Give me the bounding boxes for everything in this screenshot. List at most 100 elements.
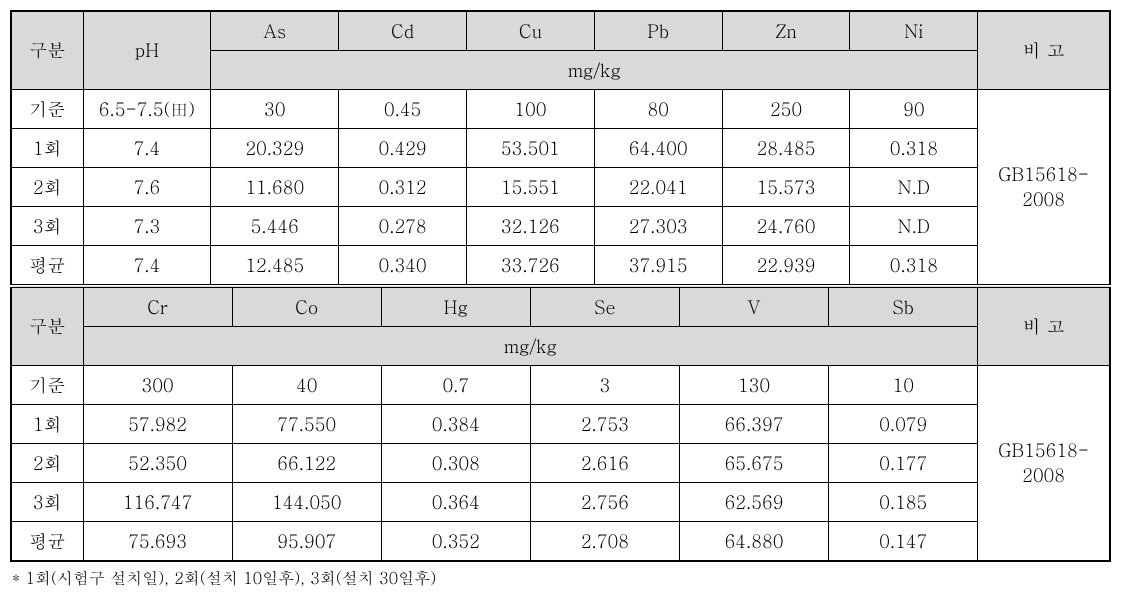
t1-r2-v4: 15.573 — [722, 168, 850, 207]
t2-bigo-header: 비 고 — [978, 286, 1110, 366]
t1-r2-v0: 11.680 — [211, 168, 339, 207]
t1-r4-ph: 7.4 — [83, 246, 211, 287]
t1-r0-ph: 6.5-7.5(田) — [83, 90, 211, 129]
t2-r2-v5: 0.177 — [829, 444, 978, 483]
t1-r3-label: 3회 — [11, 207, 83, 246]
t1-note-bot: 2008 — [1022, 187, 1065, 212]
t1-gubun-header: 구분 — [11, 11, 83, 90]
t1-note: GB15618- 2008 — [978, 90, 1110, 287]
t1-r0-v2: 100 — [466, 90, 594, 129]
t1-r4-v0: 12.485 — [211, 246, 339, 287]
t2-r4-v5: 0.147 — [829, 522, 978, 562]
t2-r4-v4: 64.880 — [679, 522, 828, 562]
t2-el-0: Cr — [83, 286, 232, 327]
t2-r1-v3: 2.753 — [530, 405, 679, 444]
t1-bigo-header: 비 고 — [978, 11, 1110, 90]
t2-el-4: V — [679, 286, 828, 327]
t1-r4-v3: 37.915 — [594, 246, 722, 287]
soil-analysis-table: 구분 pH As Cd Cu Pb Zn Ni 비 고 mg/kg 기준 6.5… — [10, 10, 1111, 562]
t2-r2-v1: 66.122 — [232, 444, 381, 483]
t2-r3-label: 3회 — [11, 483, 83, 522]
t2-r3-v1: 144.050 — [232, 483, 381, 522]
t2-r0-v2: 0.7 — [381, 366, 530, 405]
t2-r1-v4: 66.397 — [679, 405, 828, 444]
t1-r0-v5: 90 — [850, 90, 978, 129]
t1-el-4: Zn — [722, 11, 850, 51]
t1-r1-v0: 20.329 — [211, 129, 339, 168]
t1-r3-ph: 7.3 — [83, 207, 211, 246]
t2-r1-v0: 57.982 — [83, 405, 232, 444]
t1-r4-v5: 0.318 — [850, 246, 978, 287]
t2-r3-v4: 62.569 — [679, 483, 828, 522]
t2-unit: mg/kg — [83, 327, 978, 366]
t1-r3-v4: 24.760 — [722, 207, 850, 246]
t1-r3-v0: 5.446 — [211, 207, 339, 246]
t1-r0-v1: 0.45 — [339, 90, 467, 129]
t2-note-top: GB15618- — [998, 438, 1089, 463]
t1-r0-v3: 80 — [594, 90, 722, 129]
t1-el-1: Cd — [339, 11, 467, 51]
t2-r1-v5: 0.079 — [829, 405, 978, 444]
t2-el-3: Se — [530, 286, 679, 327]
t1-r2-label: 2회 — [11, 168, 83, 207]
t2-r2-v4: 65.675 — [679, 444, 828, 483]
t1-ph-header: pH — [83, 11, 211, 90]
t1-r3-v5: N.D — [850, 207, 978, 246]
t2-r0-label: 기준 — [11, 366, 83, 405]
t2-r1-v1: 77.550 — [232, 405, 381, 444]
t2-r2-v0: 52.350 — [83, 444, 232, 483]
t2-r0-v0: 300 — [83, 366, 232, 405]
t2-r3-v3: 2.756 — [530, 483, 679, 522]
t1-r2-v3: 22.041 — [594, 168, 722, 207]
t2-note-bot: 2008 — [1022, 463, 1065, 488]
t2-r0-v4: 130 — [679, 366, 828, 405]
t1-r1-v3: 64.400 — [594, 129, 722, 168]
t2-r4-label: 평균 — [11, 522, 83, 562]
t2-r0-v1: 40 — [232, 366, 381, 405]
t2-r2-v3: 2.616 — [530, 444, 679, 483]
t1-r2-v5: N.D — [850, 168, 978, 207]
t2-r3-v5: 0.185 — [829, 483, 978, 522]
t2-r2-label: 2회 — [11, 444, 83, 483]
t1-el-2: Cu — [466, 11, 594, 51]
t2-r2-v2: 0.308 — [381, 444, 530, 483]
t1-r4-v4: 22.939 — [722, 246, 850, 287]
t1-r1-v4: 28.485 — [722, 129, 850, 168]
t1-r3-v3: 27.303 — [594, 207, 722, 246]
t2-el-2: Hg — [381, 286, 530, 327]
t1-r0-v4: 250 — [722, 90, 850, 129]
t2-r4-v2: 0.352 — [381, 522, 530, 562]
t1-r3-v2: 32.126 — [466, 207, 594, 246]
t1-r4-v2: 33.726 — [466, 246, 594, 287]
t2-el-1: Co — [232, 286, 381, 327]
t1-r4-v1: 0.340 — [339, 246, 467, 287]
t2-r3-v2: 0.364 — [381, 483, 530, 522]
t1-r4-label: 평균 — [11, 246, 83, 287]
t1-r1-v1: 0.429 — [339, 129, 467, 168]
t1-unit: mg/kg — [211, 51, 978, 90]
t2-r0-v3: 3 — [530, 366, 679, 405]
t2-el-5: Sb — [829, 286, 978, 327]
t1-el-5: Ni — [850, 11, 978, 51]
t1-el-3: Pb — [594, 11, 722, 51]
t1-el-0: As — [211, 11, 339, 51]
t1-r2-v2: 15.551 — [466, 168, 594, 207]
t1-r2-v1: 0.312 — [339, 168, 467, 207]
t2-note: GB15618- 2008 — [978, 366, 1110, 562]
t2-r3-v0: 116.747 — [83, 483, 232, 522]
t1-r1-v5: 0.318 — [850, 129, 978, 168]
t1-note-top: GB15618- — [998, 162, 1089, 187]
t1-r1-v2: 53.501 — [466, 129, 594, 168]
t1-r2-ph: 7.6 — [83, 168, 211, 207]
t2-r0-v5: 10 — [829, 366, 978, 405]
t2-r4-v1: 95.907 — [232, 522, 381, 562]
t1-r3-v1: 0.278 — [339, 207, 467, 246]
t1-r1-ph: 7.4 — [83, 129, 211, 168]
t2-r4-v0: 75.693 — [83, 522, 232, 562]
t1-r1-label: 1회 — [11, 129, 83, 168]
t1-r0-label: 기준 — [11, 90, 83, 129]
t2-r1-label: 1회 — [11, 405, 83, 444]
t2-r1-v2: 0.384 — [381, 405, 530, 444]
t2-r4-v3: 2.708 — [530, 522, 679, 562]
footnote: * 1회(시험구 설치일), 2회(설치 10일후), 3회(설치 30일후) — [10, 566, 1112, 589]
